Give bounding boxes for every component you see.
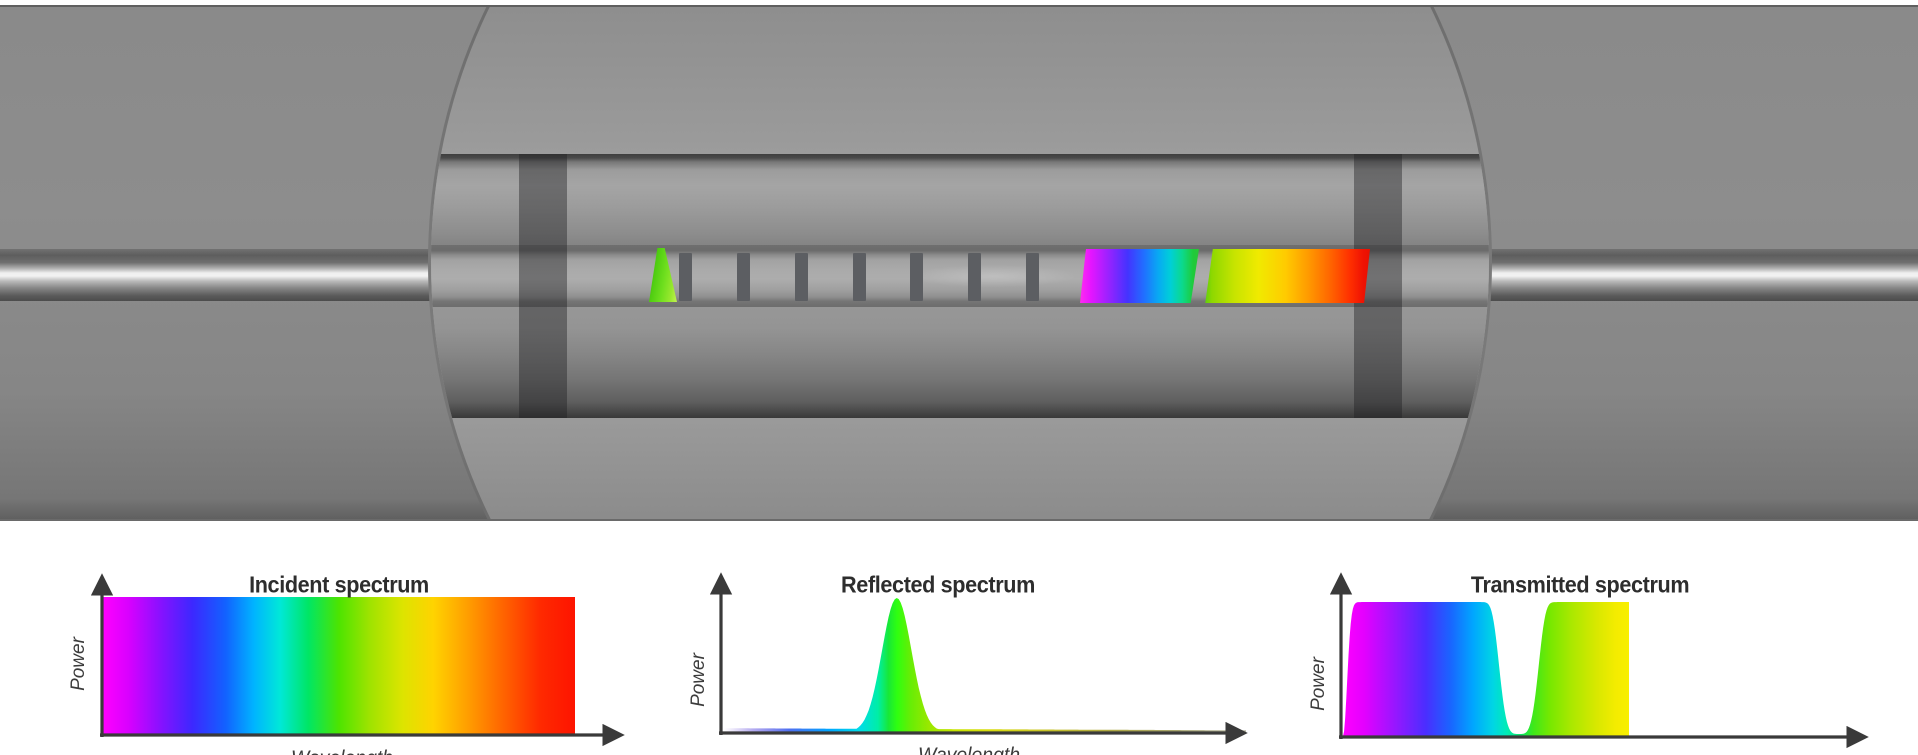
reflected-wavelength-label: Wavelength — [918, 745, 1020, 755]
fiber-end-ring-left — [519, 154, 567, 418]
grating-bar — [1026, 253, 1039, 301]
fiber-scene — [0, 5, 1918, 521]
incident-wavelength-label: Wavelength — [291, 748, 393, 755]
grating-bar — [968, 253, 981, 301]
grating-bar — [679, 253, 692, 301]
transmitted-spectrum-area — [1343, 602, 1629, 736]
grating-bar — [737, 253, 750, 301]
incident-title: Incident spectrum — [249, 571, 429, 598]
spectrum-block-yellow-red — [1205, 249, 1370, 303]
reflected-power-label: Power — [688, 653, 709, 707]
spectrum-block-violet-blue — [1080, 249, 1199, 303]
grating-bar — [795, 253, 808, 301]
transmitted-title: Transmitted spectrum — [1470, 571, 1690, 598]
transmitted-power-label: Power — [1308, 657, 1329, 711]
grating-bar — [910, 253, 923, 301]
bragg-grating — [431, 245, 1489, 307]
grating-bar — [853, 253, 866, 301]
reflected-spectrum-area — [724, 598, 1246, 732]
reflected-title: Reflected spectrum — [841, 571, 1035, 598]
incident-power-label: Power — [68, 637, 89, 691]
magnifier-circle — [428, 7, 1492, 519]
incident-spectrum-area — [103, 597, 575, 735]
